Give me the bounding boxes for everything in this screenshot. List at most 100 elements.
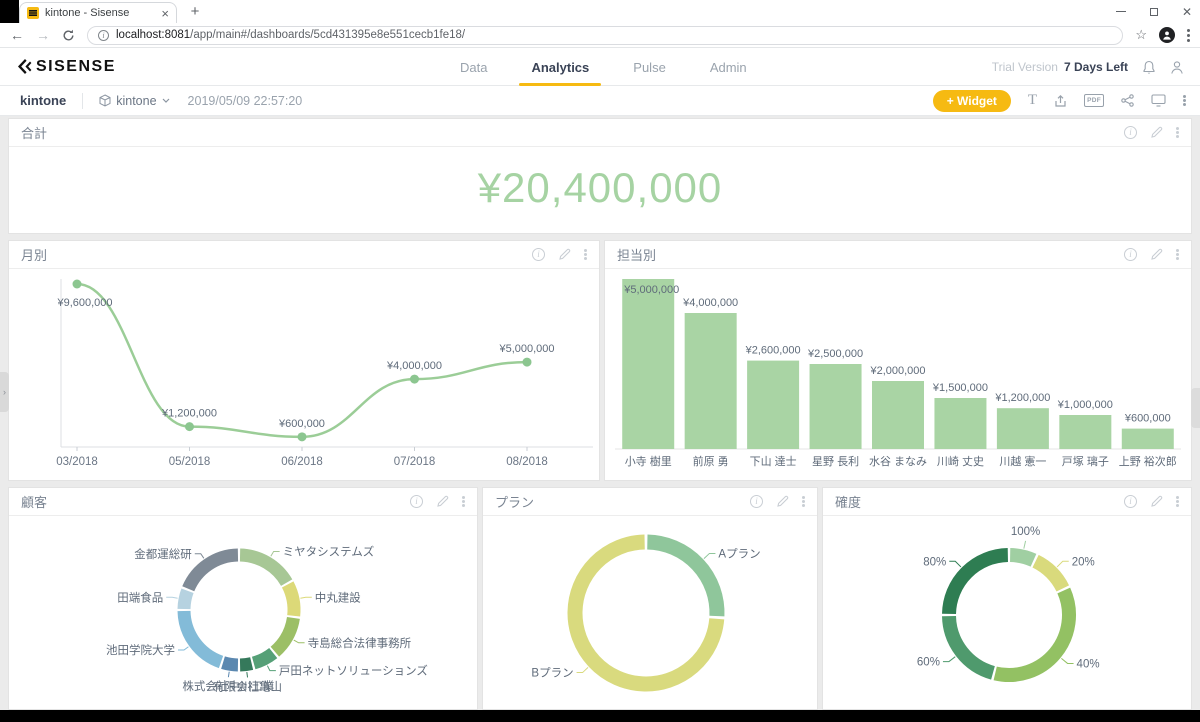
label-leader-line (576, 667, 589, 674)
donut-slice-label: 100% (1011, 526, 1040, 538)
bar-category-label: 川崎 丈史 (937, 454, 984, 468)
widget-edit-icon[interactable] (558, 248, 571, 261)
nav-tab-admin[interactable]: Admin (709, 59, 747, 75)
donut-slice[interactable] (1032, 554, 1070, 592)
datasource-name: kintone (116, 93, 157, 108)
widget-edit-icon[interactable] (1150, 248, 1163, 261)
data-point[interactable] (522, 357, 532, 367)
donut-slice[interactable] (646, 534, 725, 617)
widget-menu-icon[interactable] (1176, 131, 1179, 134)
bar[interactable] (747, 360, 800, 449)
address-bar: ← → i localhost:8081/app/main#/dashboard… (0, 23, 1200, 48)
donut-slice[interactable] (182, 548, 239, 592)
bar-value-label: ¥600,000 (1124, 413, 1171, 425)
window-close-button[interactable]: ✕ (1181, 4, 1192, 19)
widget-info-icon[interactable]: i (750, 495, 763, 508)
notifications-bell-icon[interactable] (1142, 60, 1156, 75)
donut-slice[interactable] (270, 616, 300, 657)
share-icon[interactable] (1121, 94, 1134, 107)
nav-tab-analytics[interactable]: Analytics (519, 48, 602, 86)
donut-slice[interactable] (1009, 548, 1037, 567)
line-chart: ¥9,600,000 03/2018 ¥1,200,000 05/2018 ¥600,0… (9, 269, 599, 480)
new-tab-button[interactable]: + (190, 3, 200, 20)
bookmark-star-icon[interactable]: ☆ (1135, 27, 1147, 42)
nav-tab-pulse[interactable]: Pulse (633, 59, 666, 75)
export-pdf-icon[interactable]: PDF (1084, 94, 1104, 107)
bar[interactable] (1121, 428, 1174, 449)
user-profile-icon[interactable] (1170, 60, 1184, 75)
donut-slice[interactable] (221, 656, 239, 672)
data-point[interactable] (72, 279, 82, 289)
donut-slice[interactable] (177, 588, 194, 610)
donut-slice[interactable] (239, 657, 254, 672)
window-maximize-button[interactable] (1149, 7, 1158, 16)
add-widget-button[interactable]: + Widget (932, 89, 1011, 112)
donut-slice-label: 株式会社中川工業 (182, 679, 274, 693)
widget-menu-icon[interactable] (802, 500, 805, 503)
right-panel-collapse-handle[interactable] (1191, 388, 1200, 428)
bar[interactable] (684, 313, 737, 449)
widget-info-icon[interactable]: i (1124, 248, 1137, 261)
present-monitor-icon[interactable] (1151, 94, 1166, 107)
widget-edit-icon[interactable] (1150, 495, 1163, 508)
dashboard-timestamp: 2019/05/09 22:57:20 (187, 93, 303, 108)
browser-tab[interactable]: kintone - Sisense × (19, 2, 177, 23)
widget-info-icon[interactable]: i (1124, 126, 1137, 139)
widget-edit-icon[interactable] (436, 495, 449, 508)
profile-avatar[interactable] (1159, 27, 1175, 43)
export-icon[interactable] (1054, 94, 1067, 108)
site-info-icon[interactable]: i (98, 29, 109, 41)
donut-slice-label: ミヤタシステムズ (283, 544, 375, 558)
data-point[interactable] (410, 374, 419, 384)
filter-panel-collapse-handle[interactable]: › (0, 372, 9, 412)
widget-menu-icon[interactable] (584, 253, 587, 256)
widget-title: 合計 (21, 126, 48, 141)
widget-edit-icon[interactable] (1150, 126, 1163, 139)
data-point[interactable] (297, 432, 307, 442)
point-value-label: ¥4,000,000 (386, 360, 442, 372)
donut-slice-label: 金都運総研 (134, 547, 192, 561)
widget-menu-icon[interactable] (1176, 500, 1179, 503)
widget-edit-icon[interactable] (776, 495, 789, 508)
data-point[interactable] (185, 422, 194, 432)
datasource-selector[interactable]: kintone (99, 94, 169, 108)
label-leader-line (270, 550, 280, 557)
toolbar-menu-icon[interactable] (1183, 99, 1186, 102)
window-minimize-button[interactable] (1115, 11, 1126, 12)
bar[interactable] (809, 364, 862, 449)
bar[interactable] (872, 381, 924, 449)
donut-slice[interactable] (567, 534, 725, 692)
donut-slice[interactable] (993, 587, 1076, 682)
refresh-icon[interactable] (62, 29, 75, 42)
main-nav: Data Analytics Pulse Admin (460, 48, 747, 86)
back-icon[interactable]: ← (10, 27, 24, 43)
widget-info-icon[interactable]: i (1124, 495, 1137, 508)
browser-menu-icon[interactable] (1187, 33, 1190, 37)
widget-menu-icon[interactable] (462, 500, 465, 503)
bar-value-label: ¥1,500,000 (932, 382, 988, 394)
nav-tab-data[interactable]: Data (460, 59, 488, 75)
widget-info-icon[interactable]: i (532, 248, 545, 261)
bar-category-label: 戸塚 璃子 (1062, 454, 1109, 468)
widget-info-icon[interactable]: i (410, 495, 423, 508)
bar[interactable] (996, 408, 1049, 449)
widget-menu-icon[interactable] (1176, 253, 1179, 256)
forward-icon[interactable]: → (36, 27, 50, 43)
donut-slice[interactable] (251, 647, 278, 670)
label-leader-line (194, 553, 205, 559)
url-field[interactable]: i localhost:8081/app/main#/dashboards/5c… (87, 25, 1124, 45)
bar[interactable] (934, 398, 987, 449)
widget-by-rep: 担当別 i ¥5,000,000 小寺 樹里 ¥4,000,000 前原 勇 ¥2,60… (604, 240, 1192, 481)
donut-slice[interactable] (942, 548, 1009, 615)
donut-slice[interactable] (942, 615, 996, 680)
text-widget-icon[interactable]: T (1027, 92, 1038, 108)
tab-close-icon[interactable]: × (161, 5, 169, 21)
donut-slice[interactable] (281, 581, 301, 617)
donut-slice-label: 戸田ネットソリューションズ (279, 664, 428, 678)
sisense-logo[interactable]: SISENSE (18, 58, 116, 76)
bar[interactable] (622, 279, 675, 449)
bar[interactable] (1059, 415, 1112, 449)
widget-total: 合計 i ¥20,400,000 (8, 118, 1192, 234)
donut-slice[interactable] (239, 548, 293, 587)
donut-slice[interactable] (177, 610, 224, 669)
